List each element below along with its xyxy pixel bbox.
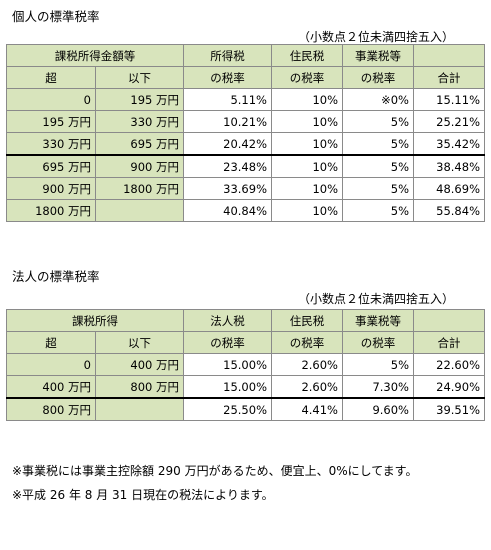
- header-resident-tax-rate: の税率: [271, 66, 343, 89]
- cell-upto: 195 万円: [95, 88, 184, 111]
- table-row: 1800 万円 40.84% 10% 5% 55.84%: [6, 199, 485, 222]
- cell-upto: 330 万円: [95, 110, 184, 133]
- cell-income-tax: 5.11%: [183, 88, 272, 111]
- cell-total: 38.48%: [413, 154, 485, 178]
- table-row: 400 万円 800 万円 15.00% 2.60% 7.30% 24.90%: [6, 375, 485, 399]
- header-upto: 以下: [95, 331, 184, 354]
- cell-resident-tax: 4.41%: [271, 397, 343, 421]
- header-total: 合計: [413, 331, 485, 354]
- cell-resident-tax: 2.60%: [271, 353, 343, 376]
- cell-total: 39.51%: [413, 397, 485, 421]
- corporate-title: 法人の標準税率: [12, 269, 100, 284]
- cell-upto: [95, 397, 184, 421]
- cell-resident-tax: 10%: [271, 88, 343, 111]
- table-header-row: 超 以下 の税率 の税率 の税率 合計: [6, 66, 485, 89]
- table-row: 0 195 万円 5.11% 10% ※0% 15.11%: [6, 88, 485, 111]
- footnote: ※事業税には事業主控除額 290 万円があるため、便宜上、0%にしてます。: [12, 464, 418, 478]
- header-over: 超: [6, 66, 96, 89]
- cell-corp-tax: 25.50%: [183, 397, 272, 421]
- cell-business-tax: 9.60%: [342, 397, 414, 421]
- cell-corp-tax: 15.00%: [183, 353, 272, 376]
- cell-income-tax: 40.84%: [183, 199, 272, 222]
- cell-income-tax: 33.69%: [183, 177, 272, 200]
- individual-rounding-note: （小数点２位未満四捨五入）: [298, 30, 455, 44]
- cell-total: 48.69%: [413, 177, 485, 200]
- cell-resident-tax: 10%: [271, 177, 343, 200]
- header-corp-tax-rate: の税率: [183, 331, 272, 354]
- footnote: ※平成 26 年 8 月 31 日現在の税法によります。: [12, 488, 274, 502]
- cell-upto: [95, 199, 184, 222]
- header-income: 課税所得金額等: [6, 44, 184, 67]
- cell-business-tax: ※0%: [342, 88, 414, 111]
- cell-income-tax: 23.48%: [183, 154, 272, 178]
- cell-over: 195 万円: [6, 110, 96, 133]
- cell-business-tax: 5%: [342, 110, 414, 133]
- cell-over: 400 万円: [6, 375, 96, 399]
- corporate-tax-table: 課税所得 法人税 住民税 事業税等 超 以下 の税率 の税率 の税率 合計 0 …: [6, 309, 485, 421]
- header-income: 課税所得: [6, 309, 184, 332]
- table-row: 0 400 万円 15.00% 2.60% 5% 22.60%: [6, 353, 485, 376]
- cell-over: 695 万円: [6, 154, 96, 178]
- cell-total: 25.21%: [413, 110, 485, 133]
- cell-upto: 800 万円: [95, 375, 184, 399]
- individual-title: 個人の標準税率: [12, 9, 100, 24]
- cell-income-tax: 20.42%: [183, 132, 272, 156]
- cell-resident-tax: 10%: [271, 110, 343, 133]
- cell-upto: 1800 万円: [95, 177, 184, 200]
- cell-upto: 695 万円: [95, 132, 184, 156]
- table-row: 195 万円 330 万円 10.21% 10% 5% 25.21%: [6, 110, 485, 133]
- cell-total: 24.90%: [413, 375, 485, 399]
- header-resident-tax: 住民税: [271, 44, 343, 67]
- header-corp-tax: 法人税: [183, 309, 272, 332]
- header-upto: 以下: [95, 66, 184, 89]
- table-row: 900 万円 1800 万円 33.69% 10% 5% 48.69%: [6, 177, 485, 200]
- table-header-row: 超 以下 の税率 の税率 の税率 合計: [6, 331, 485, 354]
- header-resident-tax: 住民税: [271, 309, 343, 332]
- cell-resident-tax: 10%: [271, 199, 343, 222]
- cell-over: 900 万円: [6, 177, 96, 200]
- table-row: 800 万円 25.50% 4.41% 9.60% 39.51%: [6, 397, 485, 421]
- cell-business-tax: 5%: [342, 177, 414, 200]
- header-business-tax-rate: の税率: [342, 66, 414, 89]
- table-header-row: 課税所得 法人税 住民税 事業税等: [6, 309, 485, 332]
- cell-total: 15.11%: [413, 88, 485, 111]
- cell-corp-tax: 15.00%: [183, 375, 272, 399]
- cell-business-tax: 5%: [342, 353, 414, 376]
- header-total-top: [413, 309, 485, 332]
- header-over: 超: [6, 331, 96, 354]
- table-row: 695 万円 900 万円 23.48% 10% 5% 38.48%: [6, 154, 485, 178]
- cell-total: 55.84%: [413, 199, 485, 222]
- header-income-tax: 所得税: [183, 44, 272, 67]
- cell-total: 35.42%: [413, 132, 485, 156]
- cell-upto: 400 万円: [95, 353, 184, 376]
- cell-upto: 900 万円: [95, 154, 184, 178]
- header-business-tax: 事業税等: [342, 309, 414, 332]
- cell-resident-tax: 2.60%: [271, 375, 343, 399]
- table-row: 330 万円 695 万円 20.42% 10% 5% 35.42%: [6, 132, 485, 156]
- cell-total: 22.60%: [413, 353, 485, 376]
- header-resident-tax-rate: の税率: [271, 331, 343, 354]
- cell-over: 0: [6, 88, 96, 111]
- corporate-rounding-note: （小数点２位未満四捨五入）: [298, 292, 455, 306]
- cell-business-tax: 7.30%: [342, 375, 414, 399]
- header-income-tax-rate: の税率: [183, 66, 272, 89]
- cell-business-tax: 5%: [342, 132, 414, 156]
- header-total-top: [413, 44, 485, 67]
- header-business-tax-rate: の税率: [342, 331, 414, 354]
- cell-resident-tax: 10%: [271, 154, 343, 178]
- cell-over: 1800 万円: [6, 199, 96, 222]
- cell-over: 800 万円: [6, 397, 96, 421]
- cell-over: 0: [6, 353, 96, 376]
- cell-income-tax: 10.21%: [183, 110, 272, 133]
- cell-business-tax: 5%: [342, 154, 414, 178]
- individual-tax-table: 課税所得金額等 所得税 住民税 事業税等 超 以下 の税率 の税率 の税率 合計…: [6, 44, 485, 222]
- table-header-row: 課税所得金額等 所得税 住民税 事業税等: [6, 44, 485, 67]
- header-business-tax: 事業税等: [342, 44, 414, 67]
- header-total: 合計: [413, 66, 485, 89]
- cell-business-tax: 5%: [342, 199, 414, 222]
- cell-over: 330 万円: [6, 132, 96, 156]
- cell-resident-tax: 10%: [271, 132, 343, 156]
